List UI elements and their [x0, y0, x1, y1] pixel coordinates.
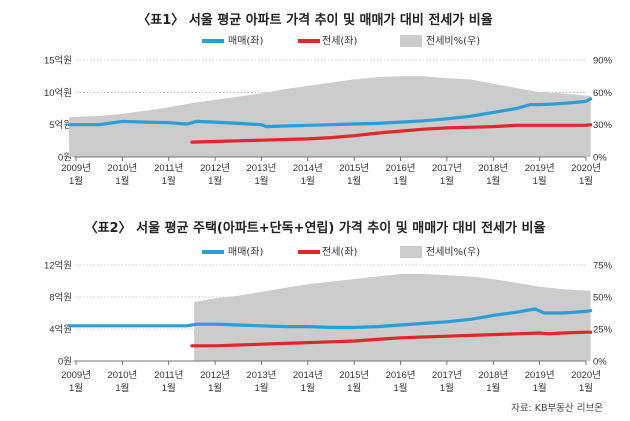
chart-1: 〈표1〉 서울 평균 아파트 가격 추이 및 매매가 대비 전세가 비율매매(좌…	[44, 12, 613, 187]
x-tick-month: 1월	[115, 175, 129, 187]
x-tick-year: 2009년	[61, 163, 91, 174]
x-tick-year: 2015년	[339, 370, 369, 381]
x-tick-month: 1월	[579, 175, 593, 187]
legend-label-3: 전세비%(우)	[426, 35, 480, 47]
x-tick-month: 1월	[115, 382, 129, 394]
x-tick-month: 1월	[254, 175, 268, 187]
y-right-tick-label: 90%	[593, 56, 613, 67]
x-tick-month: 1월	[69, 175, 83, 187]
x-tick-month: 1월	[162, 175, 176, 187]
x-tick-year: 2017년	[432, 163, 462, 174]
x-tick-month: 1월	[208, 175, 222, 187]
y-left-tick-label: 12억원	[44, 260, 72, 272]
y-right-tick-label: 60%	[593, 88, 613, 99]
y-left-tick-label: 4억원	[49, 324, 72, 336]
x-tick-month: 1월	[162, 382, 176, 394]
x-tick-year: 2014년	[293, 370, 323, 381]
series-line-jeonse	[190, 330, 593, 348]
x-tick-year: 2016년	[386, 163, 416, 174]
y-right-tick-label: 75%	[593, 261, 613, 272]
x-tick-year: 2010년	[107, 163, 137, 174]
x-tick-month: 1월	[440, 382, 454, 394]
x-tick-year: 2017년	[432, 370, 462, 381]
series-area-jeonse-ratio	[194, 274, 591, 361]
legend-swatch-3	[400, 35, 422, 47]
x-tick-month: 1월	[486, 175, 500, 187]
x-tick-month: 1월	[301, 382, 315, 394]
x-tick-year: 2014년	[293, 163, 323, 174]
x-tick-month: 1월	[533, 382, 547, 394]
x-tick-year: 2019년	[525, 370, 555, 381]
y-right-tick-label: 0%	[593, 153, 607, 164]
x-tick-month: 1월	[394, 175, 408, 187]
x-tick-year: 2020년	[571, 163, 601, 174]
x-tick-year: 2012년	[200, 370, 230, 381]
x-tick-month: 1월	[254, 382, 268, 394]
y-left-tick-label: 10억원	[44, 87, 72, 99]
x-tick-year: 2013년	[247, 370, 277, 381]
x-tick-year: 2019년	[525, 163, 555, 174]
x-tick-month: 1월	[440, 175, 454, 187]
x-tick-year: 2015년	[339, 163, 369, 174]
series-line-jeonse	[190, 123, 593, 144]
series-line-sale	[67, 307, 593, 329]
x-tick-month: 1월	[347, 382, 361, 394]
y-right-tick-label: 50%	[593, 293, 613, 304]
x-tick-year: 2020년	[571, 370, 601, 381]
y-left-tick-label: 15억원	[44, 55, 72, 67]
x-tick-year: 2009년	[61, 370, 91, 381]
x-tick-month: 1월	[208, 382, 222, 394]
x-tick-year: 2011년	[154, 370, 183, 381]
x-tick-month: 1월	[486, 382, 500, 394]
x-tick-year: 2018년	[478, 370, 508, 381]
legend-label-2: 전세(좌)	[322, 35, 358, 47]
x-tick-year: 2012년	[200, 163, 230, 174]
x-tick-month: 1월	[347, 175, 361, 187]
legend-label-2: 전세(좌)	[322, 246, 358, 258]
y-left-tick-label: 8억원	[49, 292, 72, 304]
x-tick-year: 2013년	[247, 163, 277, 174]
chart-title: 〈표1〉 서울 평균 아파트 가격 추이 및 매매가 대비 전세가 비율	[137, 12, 492, 28]
series-area-jeonse-ratio	[69, 76, 591, 157]
x-tick-year: 2010년	[107, 370, 137, 381]
y-left-tick-label: 0원	[58, 153, 72, 164]
x-tick-month: 1월	[533, 175, 547, 187]
y-left-tick-label: 5억원	[49, 119, 72, 131]
series-line-sale	[67, 97, 593, 129]
legend-label-1: 매매(좌)	[228, 35, 264, 47]
x-tick-month: 1월	[301, 175, 315, 187]
x-tick-month: 1월	[69, 382, 83, 394]
chart-title: 〈표2〉 서울 평균 주택(아파트+단독+연립) 가격 추이 및 매매가 대비 …	[85, 220, 546, 236]
y-right-tick-label: 25%	[593, 325, 613, 336]
y-right-tick-label: 0%	[593, 357, 607, 368]
x-tick-year: 2016년	[386, 370, 416, 381]
y-right-tick-label: 30%	[593, 120, 613, 131]
x-tick-month: 1월	[579, 382, 593, 394]
legend-swatch-3	[400, 246, 422, 258]
y-left-tick-label: 0원	[58, 357, 72, 368]
x-tick-year: 2018년	[478, 163, 508, 174]
legend-label-1: 매매(좌)	[228, 246, 264, 258]
chart-2: 〈표2〉 서울 평균 주택(아파트+단독+연립) 가격 추이 및 매매가 대비 …	[44, 220, 613, 394]
x-tick-month: 1월	[394, 382, 408, 394]
source-note: 자료: KB부동산 리브온	[511, 403, 603, 414]
legend-label-3: 전세비%(우)	[426, 246, 480, 258]
x-tick-year: 2011년	[154, 163, 183, 174]
